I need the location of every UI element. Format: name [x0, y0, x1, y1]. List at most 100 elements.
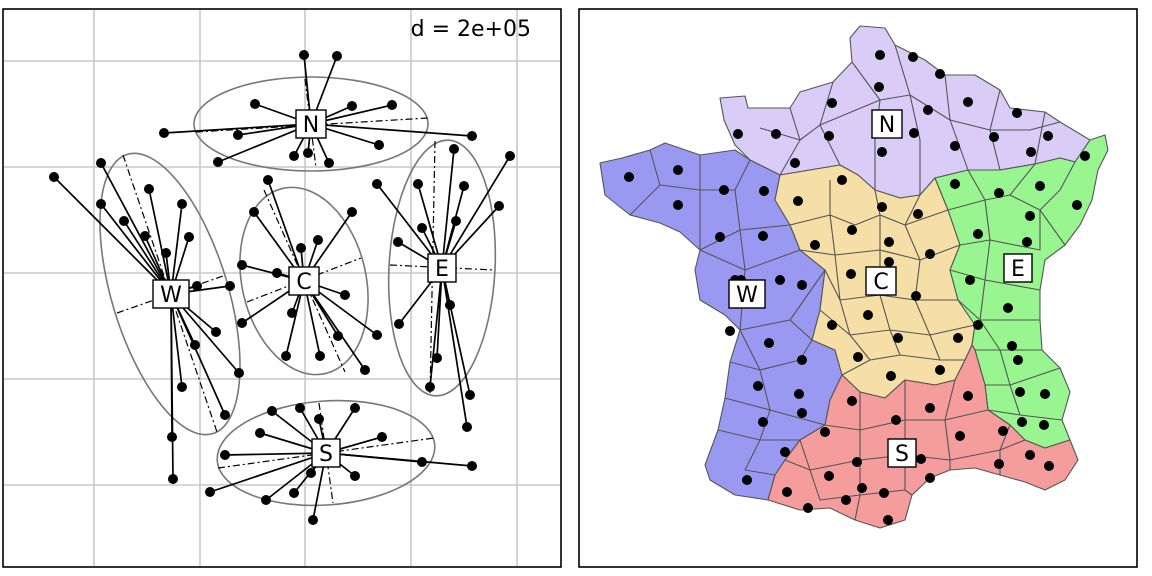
department-point: [846, 269, 856, 279]
department-point: [820, 427, 830, 437]
department-point: [824, 471, 834, 481]
cluster-point: [417, 223, 427, 233]
cluster-point: [161, 248, 171, 258]
cluster-point: [272, 268, 282, 278]
department-point: [1080, 151, 1090, 161]
department-point: [923, 105, 933, 115]
department-point: [797, 355, 807, 365]
cluster-point: [324, 158, 334, 168]
cluster-label-box: [288, 266, 320, 296]
region-s-area: [767, 344, 1079, 529]
cluster-point: [234, 368, 244, 378]
department-point: [1003, 303, 1013, 313]
department-point: [790, 158, 800, 168]
cluster-label-c: C: [288, 266, 320, 296]
cluster-point: [451, 216, 461, 226]
department-point: [803, 503, 813, 513]
department-point: [925, 403, 935, 413]
department-point: [837, 175, 847, 185]
department-point: [955, 431, 965, 441]
department-point: [909, 128, 919, 138]
region-label-n: N: [871, 109, 903, 139]
cluster-point: [314, 414, 324, 424]
cluster-spoke: [170, 293, 174, 480]
cluster-point: [233, 130, 243, 140]
region-label-box: [1003, 253, 1033, 283]
department-point: [950, 179, 960, 189]
department-point: [916, 454, 926, 464]
cluster-spoke: [441, 267, 468, 428]
cluster-point: [393, 237, 403, 247]
department-point: [883, 515, 893, 525]
cluster-point: [205, 487, 215, 497]
cluster-spoke: [441, 155, 511, 269]
cluster-point: [119, 216, 129, 226]
department-point: [758, 417, 768, 427]
cluster-point: [96, 199, 106, 209]
department-point: [893, 333, 903, 343]
department-point: [877, 147, 887, 157]
cluster-point: [459, 181, 469, 191]
cluster-label-text: C: [296, 270, 311, 295]
cluster-point: [177, 382, 187, 392]
cluster-point: [377, 432, 387, 442]
cluster-point: [445, 300, 455, 310]
department-point: [753, 381, 763, 391]
department-point: [1072, 200, 1082, 210]
cluster-point: [49, 172, 59, 182]
cluster-point: [225, 281, 235, 291]
department-point: [1040, 389, 1050, 399]
department-point: [911, 291, 921, 301]
cluster-point: [465, 390, 475, 400]
cluster-ellipse-n: [193, 76, 429, 172]
department-point: [913, 209, 923, 219]
cluster-ellipse-w: [99, 152, 241, 436]
cluster-point: [350, 403, 360, 413]
cluster-point: [211, 327, 221, 337]
cluster-label-text: N: [303, 113, 319, 138]
cluster-point: [159, 128, 169, 138]
department-point: [771, 129, 781, 139]
department-point: [725, 326, 735, 336]
cluster-spoke: [441, 148, 455, 269]
cluster-point: [295, 403, 305, 413]
region-label-box: [887, 438, 917, 468]
department-point: [1044, 461, 1054, 471]
department-point: [1017, 417, 1027, 427]
department-point: [847, 396, 857, 406]
cluster-point: [360, 365, 370, 375]
region-label-text: C: [873, 270, 888, 295]
cluster-label-box: [311, 438, 341, 468]
department-points: [624, 50, 1090, 525]
department-point: [780, 447, 790, 457]
department-point: [935, 365, 945, 375]
department-point: [935, 69, 945, 79]
cluster-point: [340, 290, 350, 300]
cluster-point: [467, 131, 477, 141]
department-point: [989, 132, 999, 142]
department-point: [891, 415, 901, 425]
distance-label: d = 2e+05: [411, 17, 531, 42]
cluster-point: [261, 495, 271, 505]
cluster-ellipse-e: [387, 139, 497, 397]
cluster-point: [372, 330, 382, 340]
department-point: [742, 475, 752, 485]
region-label-text: W: [736, 283, 758, 308]
department-point: [963, 391, 973, 401]
region-label-text: S: [895, 442, 909, 467]
cluster-spoke: [170, 293, 183, 388]
cluster-point: [417, 457, 427, 467]
department-point: [847, 225, 857, 235]
region-e-area: [934, 134, 1109, 449]
cluster-spoke: [170, 203, 183, 295]
department-point: [965, 275, 975, 285]
left-panel-frame: [2, 8, 562, 568]
cluster-point: [184, 232, 194, 242]
cluster-point: [255, 428, 265, 438]
department-border: [629, 149, 826, 476]
cluster-point: [462, 422, 472, 432]
department-point: [973, 320, 983, 330]
cluster-spoke: [148, 188, 172, 295]
cluster-label-box: [295, 109, 327, 139]
cluster-label-s: S: [311, 438, 341, 468]
